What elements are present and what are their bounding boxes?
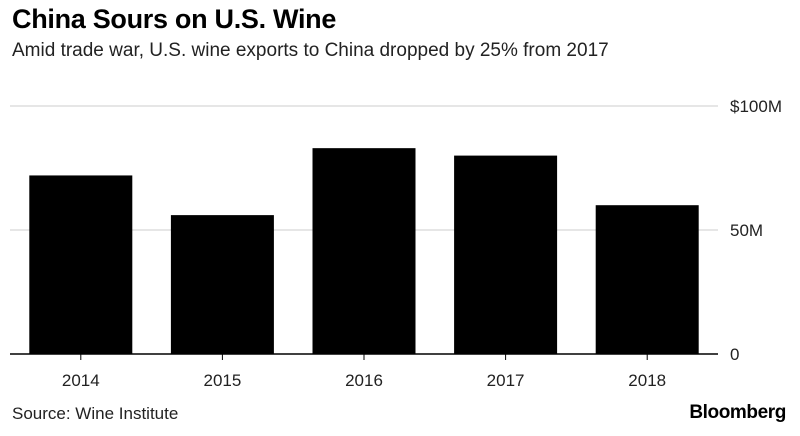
y-tick-label: $100M — [730, 97, 782, 116]
bar-2014 — [29, 175, 133, 354]
bar-2018 — [595, 205, 699, 354]
x-tick-label: 2017 — [487, 371, 525, 390]
y-tick-label: 0 — [730, 345, 739, 364]
chart-title: China Sours on U.S. Wine — [12, 4, 337, 34]
bar-2017 — [454, 155, 558, 354]
x-tick-label: 2015 — [203, 371, 241, 390]
bar-2015 — [170, 215, 274, 354]
bar-2016 — [312, 148, 416, 354]
x-tick-label: 2018 — [628, 371, 666, 390]
bar-chart: 0 50M $100M 2014 2015 2016 2017 2018 — [10, 97, 782, 390]
source-note: Source: Wine Institute — [12, 404, 179, 423]
x-tick-label: 2014 — [62, 371, 100, 390]
y-tick-label: 50M — [730, 221, 763, 240]
chart-subtitle: Amid trade war, U.S. wine exports to Chi… — [12, 40, 609, 61]
bloomberg-logo: Bloomberg — [689, 402, 786, 423]
x-tick-label: 2016 — [345, 371, 383, 390]
